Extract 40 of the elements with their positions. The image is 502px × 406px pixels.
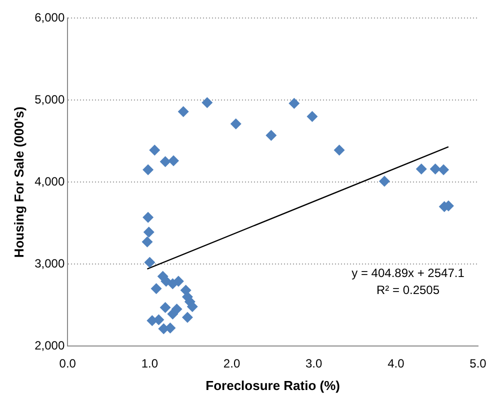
point (416, 163, 427, 174)
point (438, 164, 450, 176)
x-tick-label: 0.0 (59, 356, 76, 371)
x-tick-label: 5.0 (470, 356, 487, 371)
y-tick-label: 4,000 (34, 174, 65, 188)
y-axis-title: Housing For Sale (000's) (11, 106, 26, 258)
x-axis-title: Foreclosure Ratio (%) (206, 378, 340, 393)
point (142, 236, 153, 248)
point (144, 256, 156, 268)
point (168, 155, 180, 166)
x-tick-label: 1.0 (141, 356, 158, 371)
point (230, 118, 242, 130)
point (142, 212, 154, 223)
point (334, 144, 345, 156)
point (167, 308, 178, 320)
point (378, 176, 390, 187)
point (150, 283, 162, 294)
point (266, 130, 277, 141)
point (178, 106, 189, 118)
point (202, 97, 213, 108)
y-tick-label: 2,000 (34, 338, 65, 352)
x-tick-label: 3.0 (306, 356, 323, 371)
point (182, 312, 193, 323)
point (160, 302, 171, 313)
point (160, 156, 171, 168)
point (142, 164, 154, 176)
point (149, 144, 160, 156)
point (172, 276, 184, 287)
point (288, 98, 300, 109)
x-tick-label: 4.0 (388, 356, 405, 371)
annotation: y = 404.89x + 2547.1 (352, 266, 465, 280)
point (186, 301, 198, 312)
point (430, 163, 441, 174)
point (143, 226, 154, 238)
y-tick-label: 3,000 (34, 256, 65, 270)
y-tick-label: 5,000 (34, 92, 65, 106)
x-tick-label: 2.0 (223, 356, 240, 371)
annotation: R² = 0.2505 (376, 283, 440, 298)
point (306, 111, 318, 122)
y-tick-label: 6,000 (34, 10, 65, 25)
